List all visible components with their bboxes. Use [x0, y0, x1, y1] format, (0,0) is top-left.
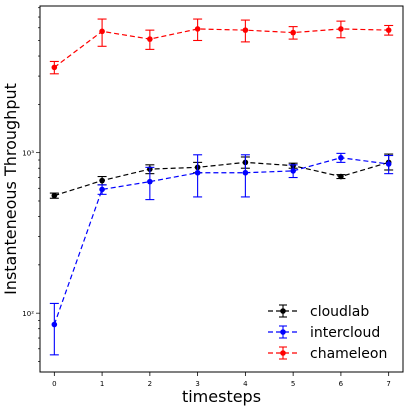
data-point [147, 36, 153, 42]
x-tick-label: 7 [386, 380, 390, 388]
data-point [99, 177, 105, 184]
x-tick-label: 0 [52, 380, 56, 388]
data-point [338, 26, 344, 32]
data-point [99, 28, 105, 35]
series-intercloud [49, 152, 394, 356]
x-tick-label: 2 [148, 380, 152, 388]
legend-label: cloudlab [310, 304, 369, 320]
data-point [51, 64, 58, 71]
legend: cloudlab intercloud chameleon [268, 304, 387, 362]
y-tick-label: 10³ [22, 150, 34, 158]
legend-marker [280, 308, 286, 314]
y-axis-label: Instanteneous Throughput [1, 83, 20, 295]
data-point [194, 169, 201, 176]
data-point [51, 192, 58, 199]
x-tick-label: 1 [100, 380, 104, 388]
data-point [51, 321, 58, 328]
series-line [53, 157, 389, 325]
data-point [385, 161, 392, 167]
series-line [53, 28, 389, 68]
legend-label: intercloud [310, 325, 380, 341]
x-tick-label: 5 [291, 380, 295, 388]
data-point [290, 29, 296, 36]
data-point [290, 168, 296, 174]
data-point [338, 154, 344, 161]
series-chameleon [49, 18, 394, 75]
data-point [242, 27, 249, 33]
series-line [54, 161, 389, 197]
legend-item-intercloud: intercloud [268, 325, 380, 341]
legend-item-cloudlab: cloudlab [268, 304, 369, 320]
x-tick-label: 6 [339, 380, 344, 388]
plot-area [49, 18, 394, 356]
x-tick-label: 3 [195, 380, 199, 388]
data-point [99, 186, 105, 193]
data-point [147, 178, 153, 185]
axes-frame [39, 5, 404, 373]
data-point [242, 169, 249, 176]
legend-label: chameleon [310, 346, 387, 362]
axis-ticks: 0 1 2 3 4 5 6 7 10² 10³ [22, 7, 391, 388]
x-axis-label: timesteps [182, 387, 261, 406]
data-point [338, 173, 344, 180]
data-point [385, 27, 392, 33]
data-point [194, 26, 201, 32]
x-tick-label: 4 [243, 380, 248, 388]
legend-marker [280, 350, 286, 356]
y-tick-label: 10² [22, 310, 34, 318]
legend-item-chameleon: chameleon [268, 346, 387, 362]
legend-marker [280, 329, 286, 335]
